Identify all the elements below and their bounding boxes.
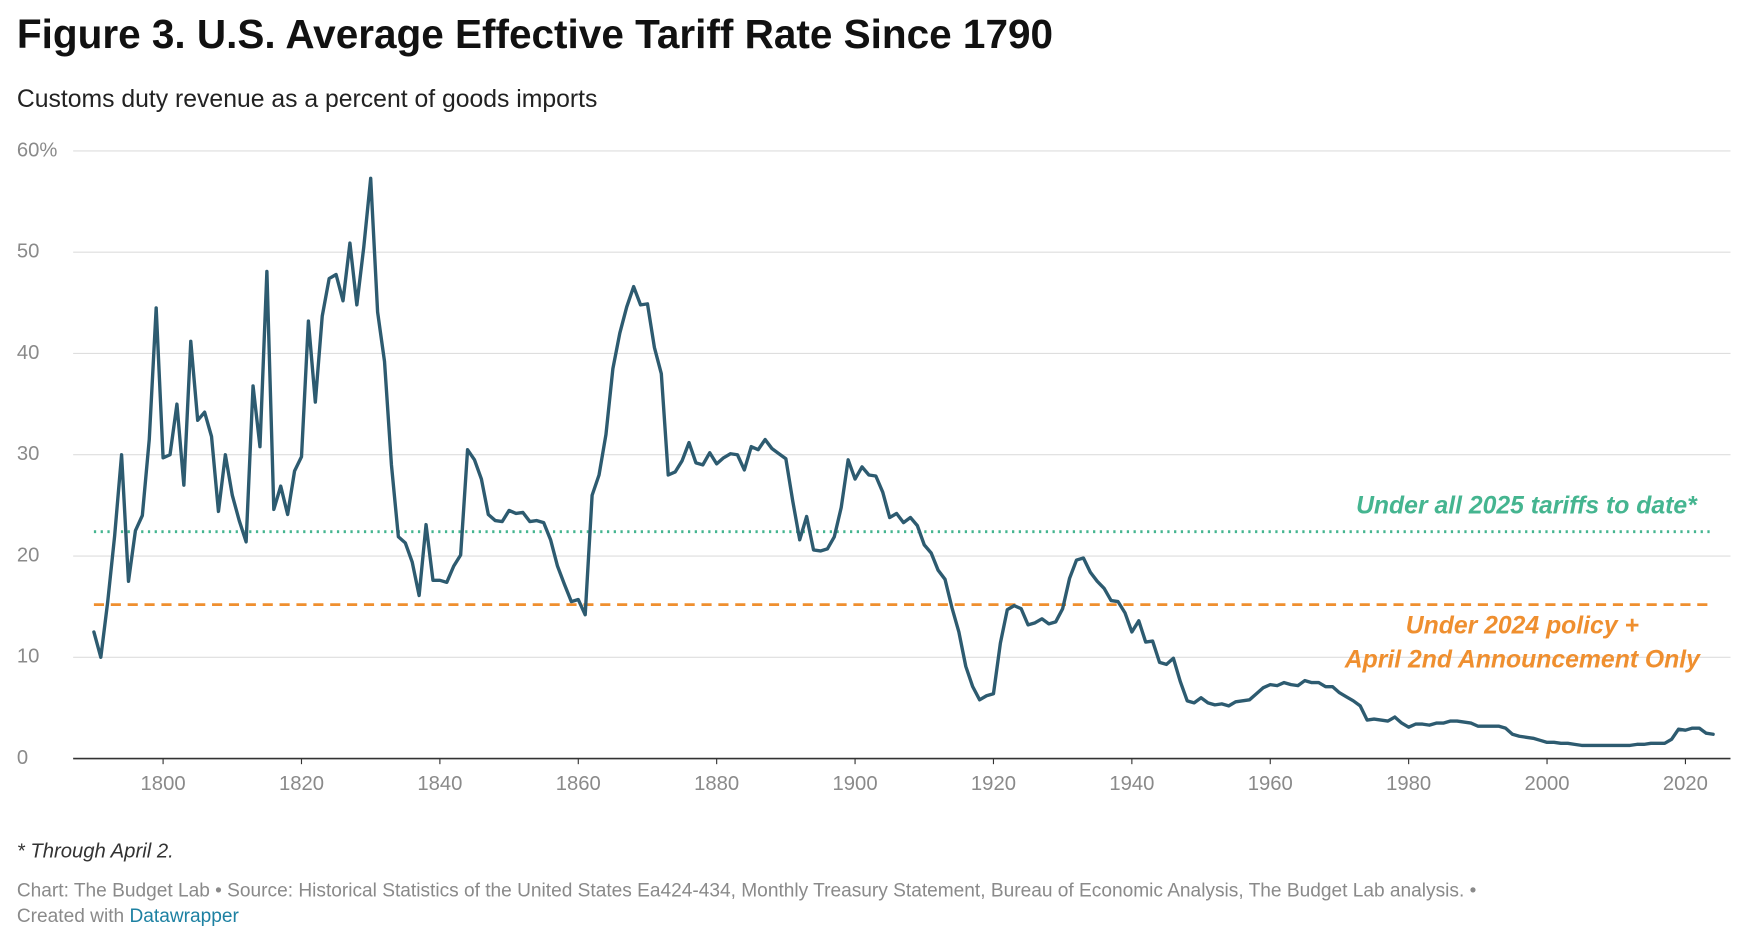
annotation: April 2nd Announcement Only (1344, 646, 1701, 673)
data-line (92, 176, 1715, 748)
footnote: * Through April 2. (17, 840, 174, 862)
x-tick-label: 1860 (556, 773, 601, 795)
y-tick-label: 10 (17, 646, 40, 668)
x-tick-label: 1960 (1248, 773, 1293, 795)
credit-text: Created with (17, 906, 124, 927)
y-tick-label: 40 (17, 342, 40, 364)
source: Chart: The Budget Lab • Source: Historic… (17, 880, 1476, 901)
chart-title: Figure 3. U.S. Average Effective Tariff … (17, 11, 1053, 57)
y-tick-label: 60% (17, 139, 58, 161)
credit: Created with Datawrapper (17, 906, 240, 927)
x-tick-label: 1900 (833, 773, 878, 795)
annotation: Under 2024 policy + (1406, 613, 1639, 640)
annotation: Under all 2025 tariffs to date* (1356, 492, 1698, 519)
x-tick-label: 1920 (971, 773, 1016, 795)
chart-subtitle: Customs duty revenue as a percent of goo… (17, 86, 598, 113)
y-tick-label: 0 (17, 747, 28, 769)
x-tick-label: 1820 (279, 773, 324, 795)
y-tick-label: 20 (17, 544, 40, 566)
x-tick-label: 1980 (1386, 773, 1431, 795)
credit-link[interactable]: Datawrapper (129, 906, 239, 927)
x-tick-label: 1940 (1109, 773, 1154, 795)
x-tick-label: 2000 (1525, 773, 1570, 795)
x-tick-label: 1880 (694, 773, 739, 795)
x-tick-label: 1840 (417, 773, 462, 795)
x-tick-label: 1800 (141, 773, 186, 795)
x-tick-label: 2020 (1663, 773, 1708, 795)
y-tick-label: 30 (17, 443, 40, 465)
y-tick-label: 50 (17, 241, 40, 263)
